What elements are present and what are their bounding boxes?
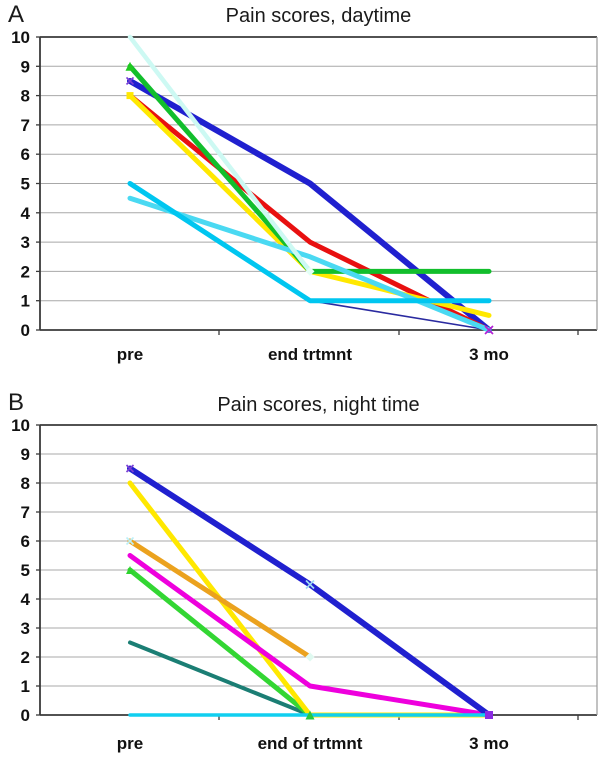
panel-b-letter: B <box>8 389 25 416</box>
data-point-marker <box>305 579 315 590</box>
data-point-marker <box>305 266 315 276</box>
y-tick-label: 10 <box>11 416 30 435</box>
data-point-marker <box>125 464 135 473</box>
y-tick-label: 9 <box>21 57 30 76</box>
series-line-blue <box>127 78 492 333</box>
data-point-marker <box>305 710 315 720</box>
y-tick-label: 0 <box>21 321 30 340</box>
y-tick-label: 6 <box>21 532 30 551</box>
y-tick-label: 4 <box>21 204 31 223</box>
y-tick-label: 3 <box>21 619 30 638</box>
y-tick-label: 7 <box>21 116 30 135</box>
panel-a-letter: A <box>8 1 25 28</box>
y-tick-label: 9 <box>21 445 30 464</box>
x-tick-label: pre <box>117 734 143 753</box>
y-tick-label: 0 <box>21 706 30 725</box>
x-tick-label: 3 mo <box>469 734 509 753</box>
y-tick-label: 1 <box>21 677 30 696</box>
y-tick-label: 5 <box>21 561 30 580</box>
x-tick-label: end of trtmnt <box>258 734 363 753</box>
panel-a: 0 1 2 3 4 5 6 7 8 9 10 pre end trtmnt 3 mo A Pain sco… <box>0 0 604 378</box>
y-tick-label: 8 <box>21 87 30 106</box>
y-tick-label: 7 <box>21 503 30 522</box>
data-point-marker <box>126 92 134 100</box>
y-tick-label: 2 <box>21 648 30 667</box>
y-tick-label: 3 <box>21 233 30 252</box>
y-tick-label: 2 <box>21 262 30 281</box>
panel-a-title: Pain scores, daytime <box>225 5 412 27</box>
y-tick-label: 6 <box>21 145 30 164</box>
chart-b-svg: 0 1 2 3 4 5 6 7 8 9 10 pre end of trtmnt 3 mo <box>11 416 598 753</box>
data-point-marker <box>125 61 135 71</box>
data-point-marker <box>126 566 134 574</box>
panel-b: 0 1 2 3 4 5 6 7 8 9 10 pre end of trtmnt 3 mo B Pain … <box>0 378 604 757</box>
x-tick-label: end trtmnt <box>268 345 352 364</box>
series-line-sky-blue <box>127 181 492 304</box>
series-line-turquoise <box>127 195 492 333</box>
panel-b-title: Pain scores, night time <box>217 394 420 416</box>
data-point-marker <box>305 652 315 662</box>
data-point-marker <box>484 325 494 335</box>
series-line-orange <box>127 538 313 660</box>
series-line-pale-cyan <box>127 34 313 274</box>
data-point-marker <box>125 536 135 546</box>
y-tick-label: 1 <box>21 292 30 311</box>
x-tick-label: 3 mo <box>469 345 509 364</box>
series-line-magenta <box>127 553 492 718</box>
y-tick-label: 10 <box>11 28 30 47</box>
x-tick-label: pre <box>117 345 143 364</box>
y-tick-label: 5 <box>21 175 30 194</box>
data-point-marker <box>125 76 135 86</box>
data-point-marker <box>485 711 493 719</box>
chart-a-svg: 0 1 2 3 4 5 6 7 8 9 10 pre end trtmnt 3 mo <box>11 28 598 364</box>
y-tick-label: 8 <box>21 474 30 493</box>
y-tick-label: 4 <box>21 590 31 609</box>
